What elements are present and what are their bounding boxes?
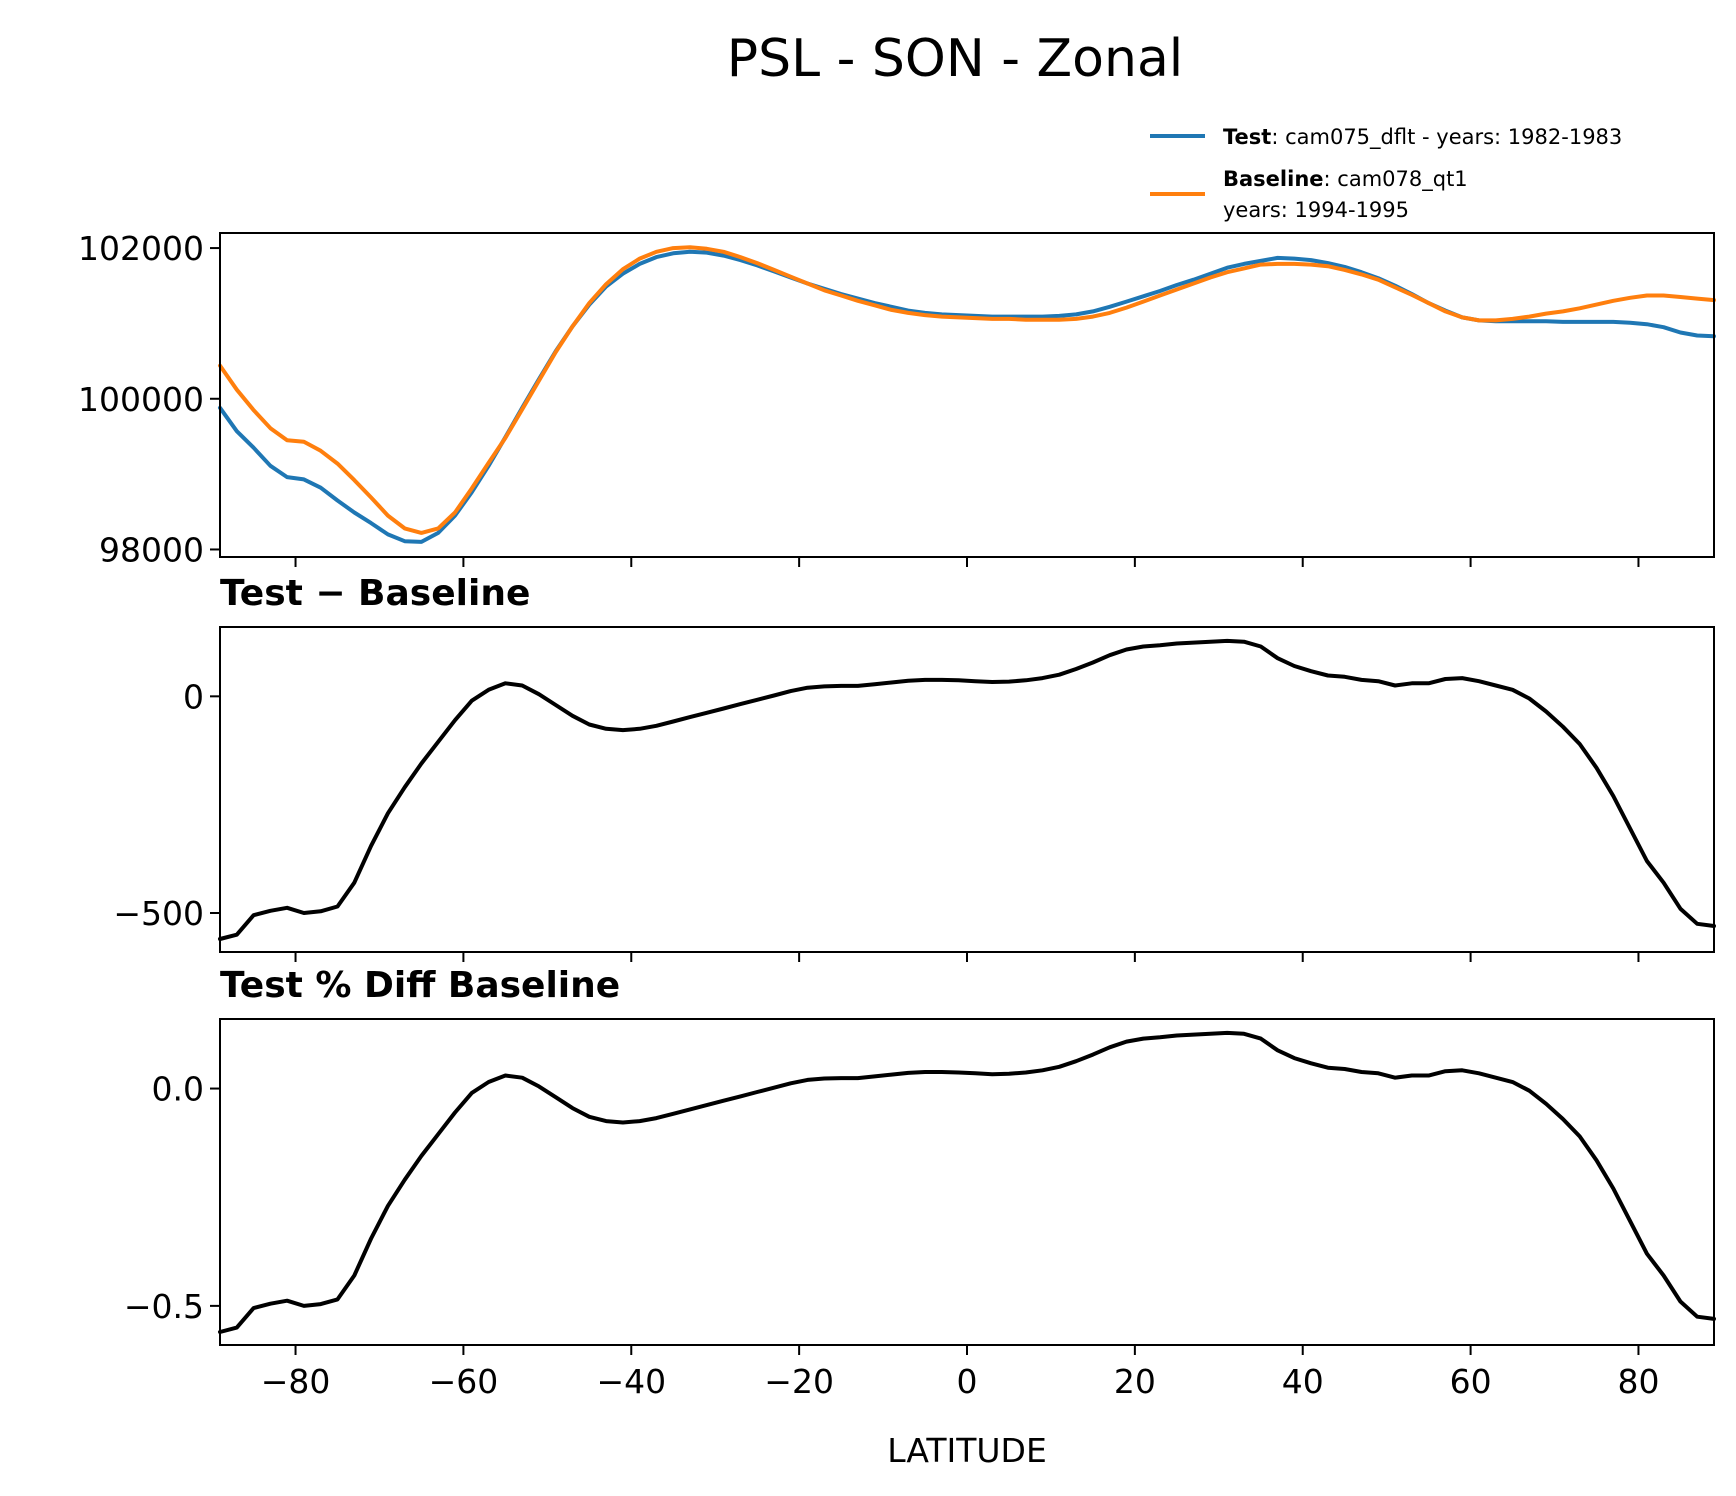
legend-entry-baseline: Baseline: cam078_qt1: [1223, 167, 1468, 192]
percent-diff-panel-x-tick-label: −80: [261, 1362, 331, 1401]
legend-entry-test: Test: cam075_dflt - years: 1982-1983: [1223, 125, 1622, 150]
legend-test-name: Test: [1223, 125, 1271, 149]
percent-diff-panel-x-tick-label: 80: [1617, 1362, 1659, 1401]
legend-test-separator: :: [1271, 125, 1285, 149]
legend-baseline-name: Baseline: [1223, 167, 1324, 191]
legend-baseline-detail: cam078_qt1: [1337, 167, 1467, 192]
difference-panel-title: Test − Baseline: [220, 573, 530, 614]
psl-panel: 98000 100000 102000: [78, 229, 1716, 569]
psl-panel-baseline-line: [218, 245, 1716, 535]
legend-test-detail: cam075_dflt - years: 1982-1983: [1285, 125, 1622, 150]
percent-diff-panel-y-tick-label: −0.5: [124, 1287, 204, 1326]
percent-diff-panel-x-tick-label: −60: [429, 1362, 499, 1401]
percent-diff-panel-x-tick-label: −40: [596, 1362, 666, 1401]
difference-panel-y-tick-label: −500: [113, 894, 204, 933]
legend: Test: cam075_dflt - years: 1982-1983 Bas…: [1150, 125, 1622, 222]
percent-diff-panel-x-tick-label: 60: [1450, 1362, 1492, 1401]
chart-panels: 98000 100000 102000 −500 0 Test − Baseline −0.…: [78, 229, 1716, 1401]
legend-baseline-years: years: 1994-1995: [1223, 198, 1409, 222]
percent-diff-panel-x-tick-label: 0: [957, 1362, 978, 1401]
percent-diff-panel-x-tick-label: 20: [1114, 1362, 1156, 1401]
difference-panel: −500 0 Test − Baseline: [113, 573, 1716, 962]
percent-diff-panel-y-tick-label: 0.0: [152, 1070, 204, 1109]
figure-title: PSL - SON - Zonal: [727, 29, 1184, 89]
percent-diff-panel: −0.5 0.0 −80 −60 −40 −20 0 20 40 60 80 Test % Diff …: [124, 965, 1716, 1401]
percent-diff-panel-x-tick-label: −20: [764, 1362, 834, 1401]
psl-panel-y-tick-label: 100000: [78, 380, 204, 419]
legend-baseline-separator: :: [1324, 167, 1338, 191]
difference-panel-y-tick-label: 0: [183, 677, 204, 716]
x-axis-label: LATITUDE: [887, 1431, 1047, 1470]
percent-diff-panel-title: Test % Diff Baseline: [220, 965, 620, 1006]
difference-panel-series-0-line: [218, 638, 1716, 941]
psl-panel-y-tick-label: 102000: [78, 229, 204, 268]
percent-diff-panel-series-0-line: [218, 1030, 1716, 1334]
psl-panel-y-tick-label: 98000: [99, 530, 204, 569]
percent-diff-panel-x-tick-label: 40: [1282, 1362, 1324, 1401]
